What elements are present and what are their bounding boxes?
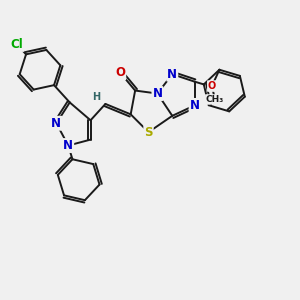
Text: O: O (208, 81, 216, 91)
Text: CH₃: CH₃ (206, 95, 224, 104)
Text: N: N (51, 117, 62, 130)
Text: H: H (92, 92, 101, 101)
Text: Cl: Cl (11, 38, 23, 51)
Text: N: N (190, 99, 200, 112)
Text: N: N (152, 87, 162, 100)
Text: N: N (167, 68, 177, 81)
Text: N: N (63, 139, 73, 152)
Text: O: O (115, 66, 125, 79)
Text: S: S (144, 126, 153, 139)
